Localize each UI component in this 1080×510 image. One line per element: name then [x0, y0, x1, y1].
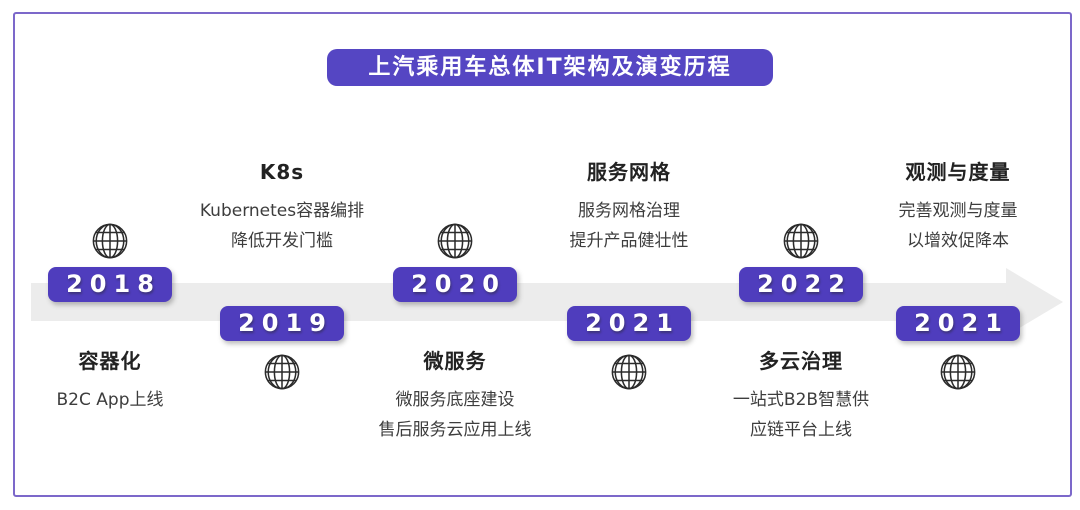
milestone-heading: K8s	[259, 160, 305, 184]
globe-icon	[939, 353, 977, 391]
milestone-description-line: 完善观测与度量	[898, 201, 1018, 221]
milestone-heading: 观测与度量	[905, 160, 1011, 184]
milestone-2021-observability: 2021 观测与度量 完善观测与度量 以增效促降本	[828, 0, 1080, 510]
year-badge: 2020	[393, 267, 517, 302]
year-badge: 2021	[896, 306, 1020, 341]
milestone-text-block: 微服务 微服务底座建设 售后服务云应用上线	[325, 349, 585, 445]
milestone-description-line: 降低开发门槛	[231, 231, 333, 251]
milestone-heading: 服务网格	[587, 160, 671, 184]
milestone-heading: 多云治理	[759, 349, 843, 373]
milestone-2022-multicloud: 2022 多云治理 一站式B2B智慧供 应链平台上线	[671, 0, 931, 510]
milestone-description-line: 以增效促降本	[907, 231, 1009, 251]
milestone-text-block: 观测与度量 完善观测与度量 以增效促降本	[828, 160, 1080, 256]
milestone-description-line: 一站式B2B智慧供	[732, 390, 870, 410]
globe-icon	[610, 353, 648, 391]
milestone-2020-microservices: 2020 微服务 微服务底座建设 售后服务云应用上线	[325, 0, 585, 510]
milestone-description-line: 应链平台上线	[750, 420, 852, 440]
frame-border	[13, 12, 1072, 497]
milestone-2018-containerization: 2018 容器化 B2C App上线	[0, 0, 240, 510]
milestone-description-line: 提升产品健壮性	[569, 231, 689, 251]
timeline-arrow-body	[31, 283, 1011, 321]
milestone-text-block: 容器化 B2C App上线	[0, 349, 240, 415]
year-badge: 2021	[567, 306, 691, 341]
milestone-heading: 微服务	[423, 349, 487, 373]
milestone-description-line: 售后服务云应用上线	[378, 420, 532, 440]
milestone-text-block: 多云治理 一站式B2B智慧供 应链平台上线	[671, 349, 931, 445]
year-badge: 2022	[739, 267, 863, 302]
milestone-description-line: B2C App上线	[56, 390, 164, 410]
title-banner: 上汽乘用车总体IT架构及演变历程	[327, 49, 773, 86]
milestone-description-line: 微服务底座建设	[395, 390, 515, 410]
milestone-text-block: 服务网格 服务网格治理 提升产品健壮性	[499, 160, 759, 256]
milestone-2021-servicemesh: 2021 服务网格 服务网格治理 提升产品健壮性	[499, 0, 759, 510]
year-badge: 2018	[48, 267, 172, 302]
globe-icon	[436, 222, 474, 260]
milestone-description-line: 服务网格治理	[578, 201, 680, 221]
year-badge: 2019	[220, 306, 344, 341]
milestone-heading: 容器化	[78, 349, 142, 373]
milestone-description-line: Kubernetes容器编排	[199, 201, 365, 221]
globe-icon	[782, 222, 820, 260]
milestone-text-block: K8s Kubernetes容器编排 降低开发门槛	[152, 160, 412, 256]
globe-icon	[263, 353, 301, 391]
milestone-2019-k8s: 2019 K8s Kubernetes容器编排 降低开发门槛	[152, 0, 412, 510]
globe-icon	[91, 222, 129, 260]
